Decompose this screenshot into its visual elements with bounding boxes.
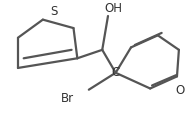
Text: O: O bbox=[175, 84, 185, 97]
Text: Br: Br bbox=[61, 92, 74, 105]
Text: C: C bbox=[112, 66, 120, 79]
Text: OH: OH bbox=[105, 2, 123, 15]
Text: S: S bbox=[51, 5, 58, 18]
